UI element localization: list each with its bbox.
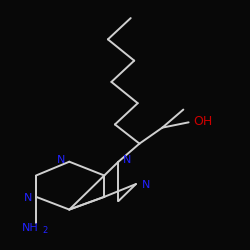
Text: OH: OH: [193, 115, 212, 128]
Text: N: N: [57, 155, 66, 165]
Text: 2: 2: [42, 226, 47, 235]
Text: N: N: [142, 180, 150, 190]
Text: N: N: [123, 155, 132, 165]
Text: N: N: [24, 193, 32, 203]
Text: NH: NH: [22, 223, 39, 233]
